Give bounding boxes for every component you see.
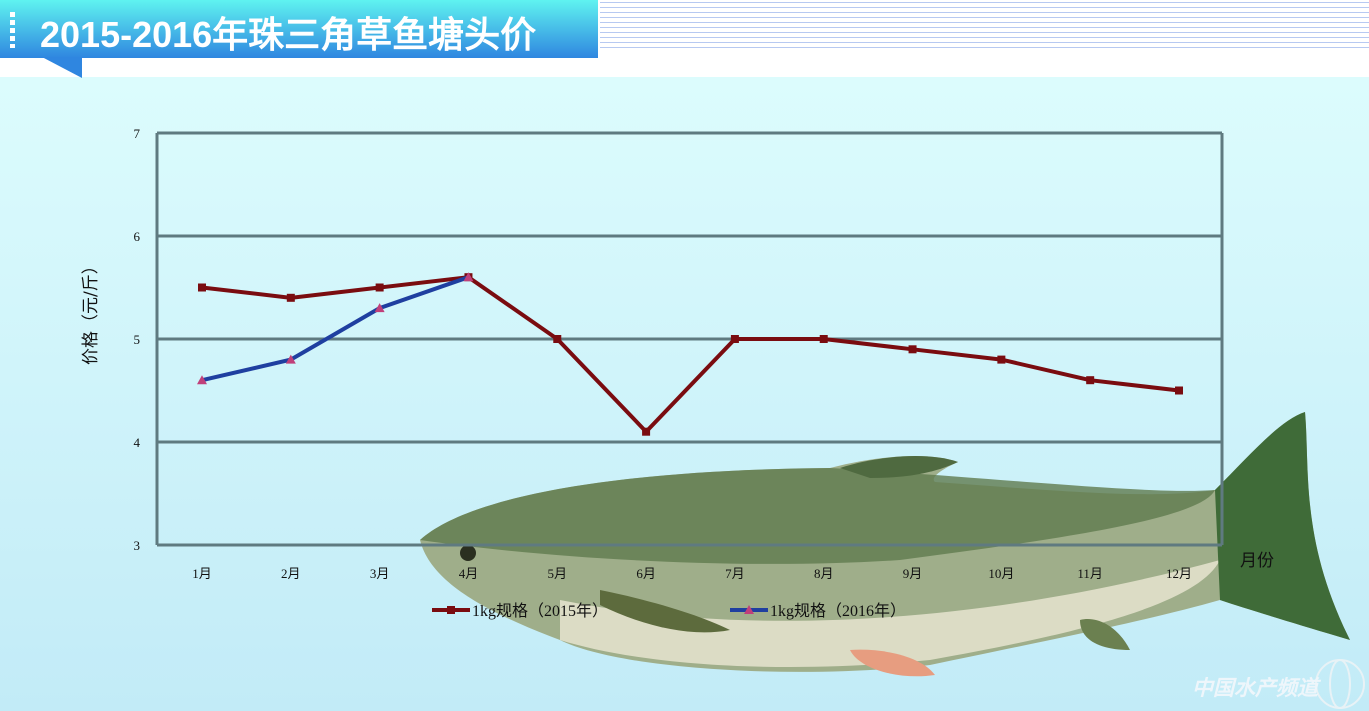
- data-point: [730, 335, 739, 343]
- legend-label: 1kg规格（2015年）: [472, 602, 608, 620]
- page-title: 2015-2016年珠三角草鱼塘头价: [40, 14, 537, 55]
- data-point: [286, 293, 295, 302]
- data-point: [642, 427, 651, 436]
- data-point: [819, 335, 828, 343]
- x-tick-label: 1月: [192, 566, 212, 581]
- banner-dots: [10, 12, 15, 48]
- x-tick-label: 6月: [636, 566, 656, 581]
- title-banner-tail: [42, 57, 82, 78]
- legend-marker: [744, 605, 754, 614]
- data-point: [375, 283, 384, 292]
- grass-carp-image: [420, 412, 1350, 677]
- x-tick-label: 5月: [548, 566, 568, 581]
- y-tick-label: 6: [134, 229, 141, 244]
- data-point: [197, 375, 207, 385]
- x-tick-label: 8月: [814, 566, 834, 581]
- y-tick-label: 4: [134, 435, 141, 450]
- y-axis-label: 价格（元/斤）: [81, 257, 101, 365]
- legend-label: 1kg规格（2016年）: [770, 602, 906, 620]
- title-banner: [0, 0, 598, 58]
- data-point: [1175, 386, 1183, 395]
- data-point: [553, 335, 562, 343]
- globe-logo-icon: [1315, 659, 1365, 709]
- x-tick-label: 9月: [903, 566, 923, 581]
- x-tick-label: 11月: [1077, 566, 1103, 581]
- header-stripes: [600, 2, 1369, 50]
- x-tick-label: 10月: [988, 566, 1014, 581]
- data-point: [463, 272, 474, 282]
- x-tick-label: 7月: [725, 566, 745, 581]
- x-tick-label: 3月: [370, 566, 390, 581]
- x-tick-label: 12月: [1166, 566, 1192, 581]
- x-tick-label: 2月: [281, 566, 301, 581]
- data-point: [374, 303, 385, 313]
- x-axis-label: 月份: [1240, 551, 1274, 571]
- y-tick-label: 5: [134, 332, 141, 347]
- y-tick-label: 7: [134, 126, 141, 141]
- series-line-2: [201, 275, 470, 383]
- data-point: [1086, 376, 1095, 385]
- data-point: [997, 355, 1006, 364]
- watermark-logo: 中国水产频道: [1192, 676, 1318, 700]
- data-point: [198, 283, 206, 292]
- y-tick-label: 3: [134, 538, 141, 553]
- series-line-1: [201, 275, 1180, 435]
- x-tick-label: 4月: [459, 566, 479, 581]
- data-point: [908, 345, 917, 354]
- legend-marker: [447, 606, 455, 614]
- data-point: [285, 354, 296, 364]
